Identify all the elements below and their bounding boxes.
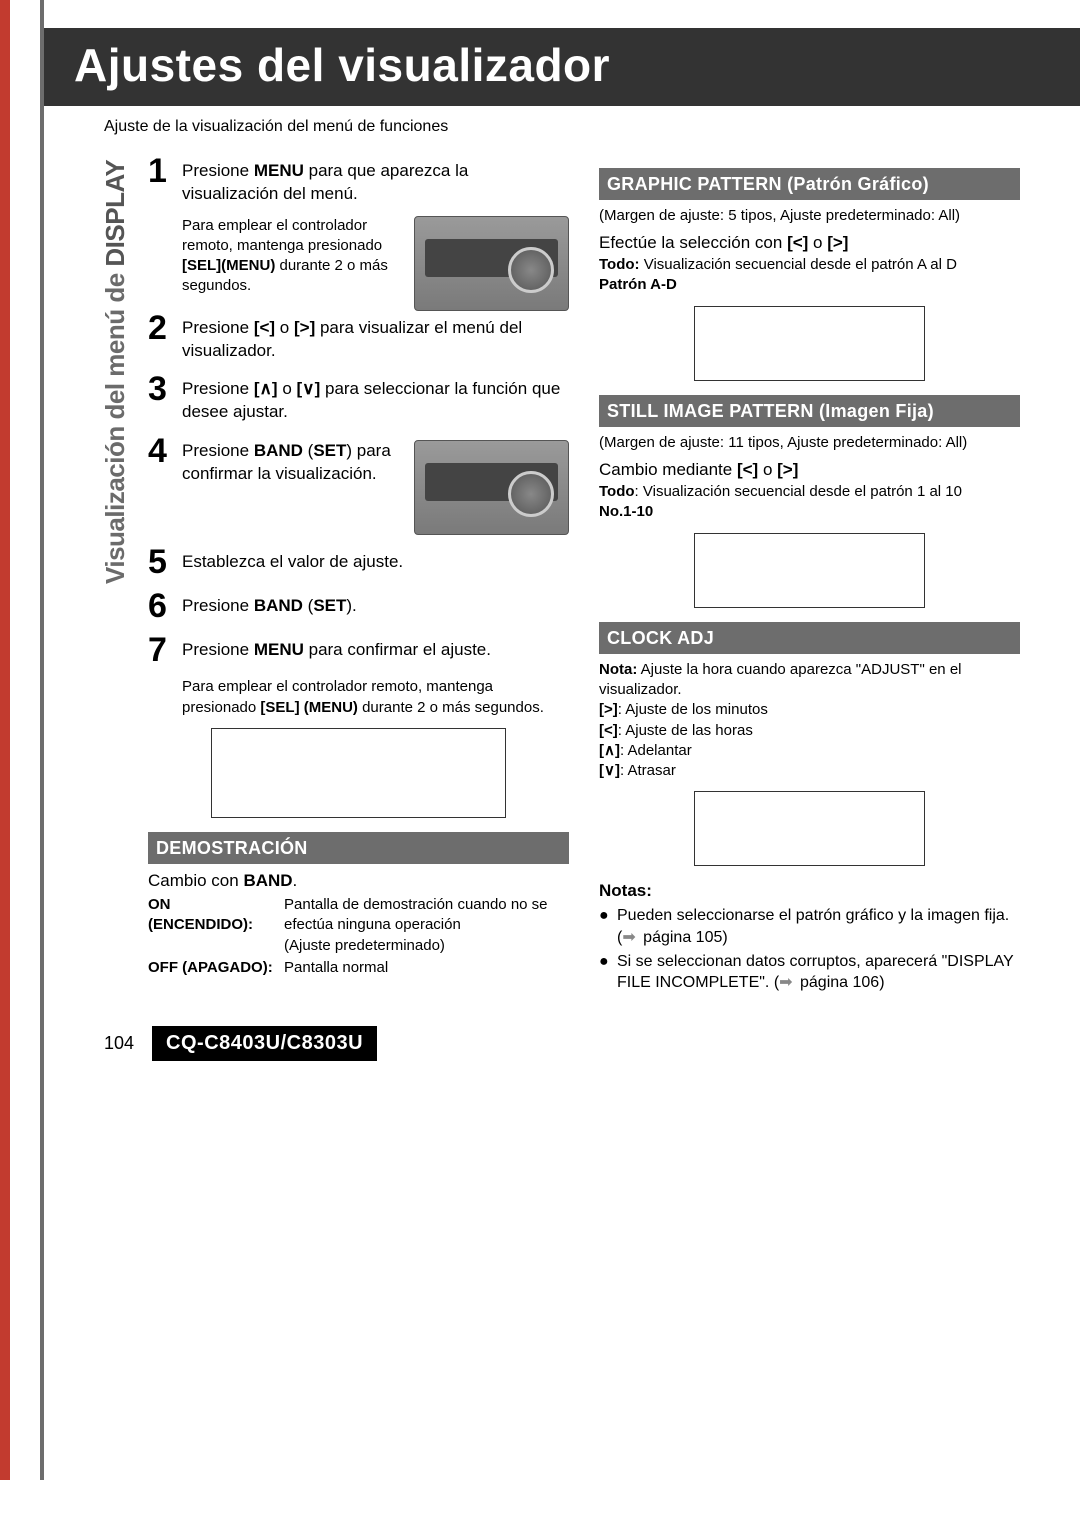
device-image-2 — [414, 440, 569, 535]
step-1-note: Para emplear el controlador remoto, mant… — [182, 216, 404, 297]
page-title: Ajustes del visualizador — [44, 28, 1080, 106]
demo-change-line: Cambio con BAND. — [148, 870, 569, 893]
step-4-text: Presione BAND (SET) para confirmar la vi… — [182, 440, 404, 486]
notes-heading: Notas: — [599, 880, 1020, 903]
graphic-todo: Todo: Visualización secuencial desde el … — [599, 255, 1020, 275]
note-2: ● Si se seleccionan datos corruptos, apa… — [599, 951, 1020, 994]
demo-off-value: Pantalla normal — [284, 958, 388, 978]
clock-note: Nota: Ajuste la hora cuando aparezca "AD… — [599, 660, 1020, 701]
step-7-text: Presione MENU para confirmar el ajuste. — [182, 633, 569, 667]
demo-on-value: Pantalla de demostración cuando no se ef… — [284, 895, 569, 956]
still-placeholder — [694, 533, 926, 608]
section-head-graphic: GRAPHIC PATTERN (Patrón Gráfico) — [599, 168, 1020, 200]
step-7-note: Para emplear el controlador remoto, mant… — [182, 677, 569, 718]
section-head-clock: CLOCK ADJ — [599, 622, 1020, 654]
step-2-text: Presione [<] o [>] para visualizar el me… — [182, 311, 569, 363]
still-range: (Margen de ajuste: 11 tipos, Ajuste pred… — [599, 433, 1020, 453]
step-3-text: Presione [∧] o [∨] para seleccionar la f… — [182, 372, 569, 424]
demo-on-key: ON (ENCENDIDO): — [148, 895, 278, 956]
step-1-number: 1 — [148, 154, 174, 206]
clock-left: [<]: Ajuste de las horas — [599, 721, 1020, 741]
step-2-number: 2 — [148, 311, 174, 363]
step-7-number: 7 — [148, 633, 174, 667]
page-subtitle: Ajuste de la visualización del menú de f… — [104, 116, 1020, 138]
section-head-demo: DEMOSTRACIÓN — [148, 832, 569, 864]
note-1: ● Pueden seleccionarse el patrón gráfico… — [599, 905, 1020, 948]
device-image-1 — [414, 216, 569, 311]
graphic-range: (Margen de ajuste: 5 tipos, Ajuste prede… — [599, 206, 1020, 226]
model-number: CQ-C8403U/C8303U — [152, 1026, 377, 1061]
step-3-number: 3 — [148, 372, 174, 424]
step-5-number: 5 — [148, 545, 174, 579]
clock-down: [∨]: Atrasar — [599, 761, 1020, 781]
vertical-section-label: Visualización del menú de DISPLAY — [98, 159, 133, 583]
clock-right: [>]: Ajuste de los minutos — [599, 700, 1020, 720]
still-no: No.1-10 — [599, 503, 653, 520]
graphic-select-line: Efectúe la selección con [<] o [>] — [599, 232, 1020, 255]
step-6-text: Presione BAND (SET). — [182, 589, 569, 623]
still-change-line: Cambio mediante [<] o [>] — [599, 459, 1020, 482]
step-4-number: 4 — [148, 434, 174, 535]
display-placeholder-1 — [211, 728, 506, 818]
graphic-placeholder — [694, 306, 926, 381]
still-todo: Todo: Visualización secuencial desde el … — [599, 482, 1020, 502]
step-6-number: 6 — [148, 589, 174, 623]
clock-up: [∧]: Adelantar — [599, 741, 1020, 761]
section-head-still: STILL IMAGE PATTERN (Imagen Fija) — [599, 395, 1020, 427]
page-number: 104 — [104, 1031, 134, 1055]
graphic-patron: Patrón A-D — [599, 276, 677, 293]
step-5-text: Establezca el valor de ajuste. — [182, 545, 569, 579]
clock-placeholder — [694, 791, 926, 866]
demo-off-key: OFF (APAGADO): — [148, 958, 278, 978]
step-1-text: Presione MENU para que aparezca la visua… — [182, 160, 569, 206]
red-side-bar — [0, 0, 10, 1480]
